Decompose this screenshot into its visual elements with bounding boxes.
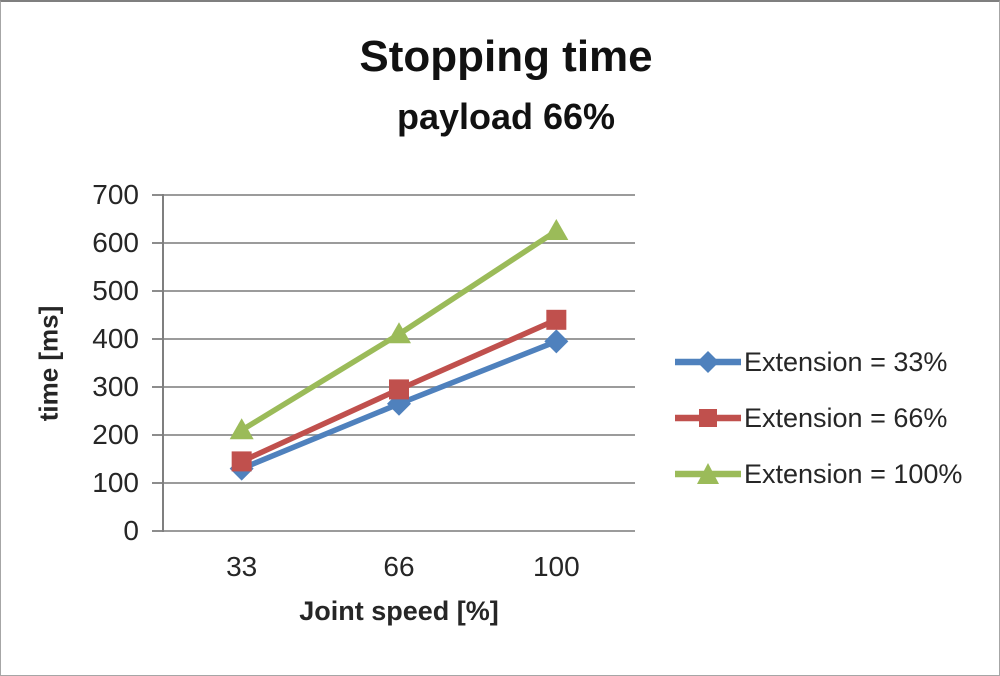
series-marker-triangle xyxy=(387,322,411,344)
legend-diamond-icon xyxy=(675,351,741,373)
legend-item: Extension = 66% xyxy=(673,401,947,435)
y-tick-label: 300 xyxy=(92,371,139,402)
legend-marker-triangle xyxy=(697,463,719,484)
y-tick-label: 200 xyxy=(92,419,139,450)
x-axis-title: Joint speed [%] xyxy=(299,596,499,626)
legend-square-icon xyxy=(675,409,741,427)
legend-item: Extension = 33% xyxy=(673,345,947,379)
legend-item: Extension = 100% xyxy=(673,457,962,491)
y-tick-label: 100 xyxy=(92,467,139,498)
legend-label: Extension = 100% xyxy=(744,458,963,489)
y-tick-label: 0 xyxy=(123,515,139,546)
y-tick-label: 500 xyxy=(92,275,139,306)
y-tick-label: 600 xyxy=(92,227,139,258)
chart-title: Stopping time xyxy=(359,32,653,81)
legend-marker-diamond xyxy=(697,351,719,373)
series-marker-triangle xyxy=(544,219,569,240)
series-marker-triangle xyxy=(229,418,254,440)
series-marker-square xyxy=(231,451,252,472)
x-tick-label: 66 xyxy=(383,551,415,582)
series-marker-diamond xyxy=(544,329,569,354)
series-marker-square xyxy=(546,309,567,330)
legend-marker-square xyxy=(699,409,717,427)
x-tick-label: 33 xyxy=(226,551,258,582)
legend-triangle-icon xyxy=(675,463,741,484)
legend-label: Extension = 33% xyxy=(744,346,948,377)
x-tick-label: 100 xyxy=(532,551,580,582)
legend-label: Extension = 66% xyxy=(744,402,948,433)
y-axis-title: time [ms] xyxy=(33,305,64,422)
y-tick-label: 400 xyxy=(92,323,139,354)
chart-subtitle: payload 66% xyxy=(396,96,616,137)
y-tick-label: 700 xyxy=(92,179,139,210)
series-marker-square xyxy=(389,379,409,400)
